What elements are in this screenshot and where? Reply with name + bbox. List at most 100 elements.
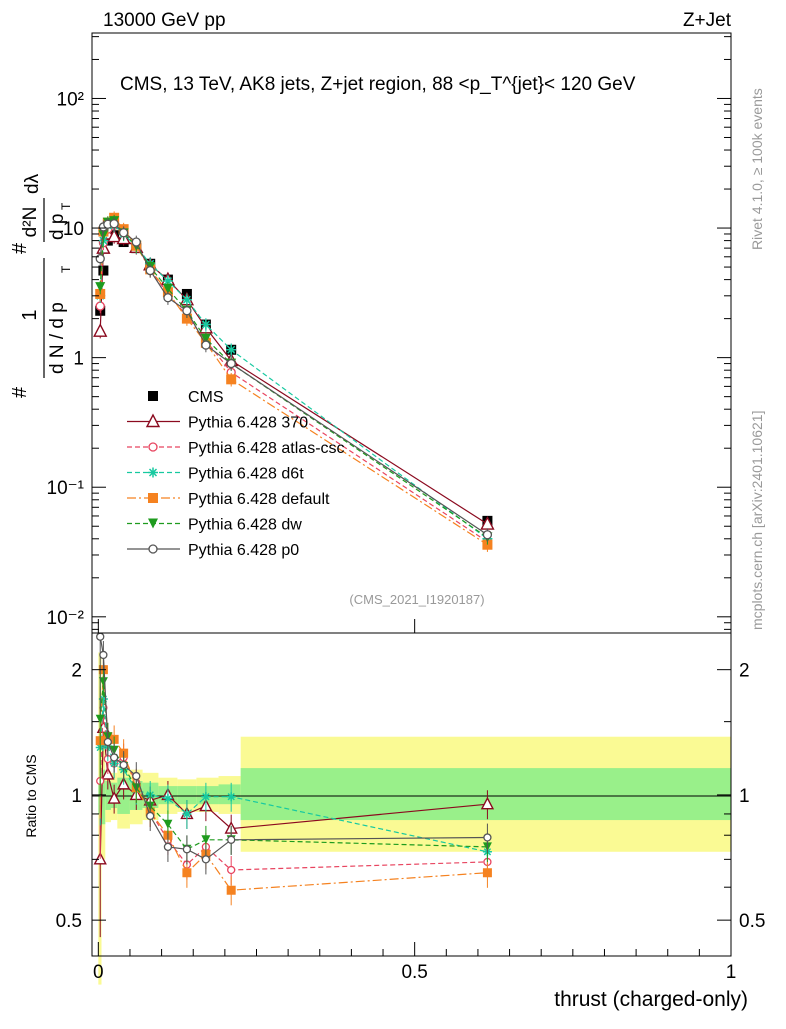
y-tick-label: 1 xyxy=(73,349,84,370)
ratio-point-370 xyxy=(107,791,121,804)
ratio-point-atlas xyxy=(227,865,236,875)
main-point-d6t xyxy=(162,276,173,287)
legend-marker-dw xyxy=(148,518,158,529)
watermark: (CMS_2021_I1920187) xyxy=(349,592,484,607)
ylabel-frac2-num: d²N xyxy=(20,207,41,238)
ratio-point-default xyxy=(182,868,192,878)
legend-label-default: Pythia 6.428 default xyxy=(188,491,330,508)
main-point-p0 xyxy=(201,340,211,350)
ratio-point-d6t xyxy=(201,792,211,802)
ratio-y-tick-label: 1 xyxy=(71,786,82,807)
x-tick-label: 1 xyxy=(726,962,737,983)
main-point-p0 xyxy=(163,293,173,303)
ratio-point-d6t xyxy=(98,694,108,704)
ratio-point-default xyxy=(482,868,492,878)
ratio-point-p0 xyxy=(163,842,173,852)
main-line-dw xyxy=(99,220,488,538)
y-tick-label: 10² xyxy=(57,89,84,110)
main-point-p0 xyxy=(109,219,119,229)
main-point-atlas xyxy=(95,301,105,311)
main-point-default xyxy=(482,539,493,550)
main-point-p0 xyxy=(145,265,155,276)
main-point-d6t xyxy=(181,294,192,305)
ratio-point-p0 xyxy=(119,760,128,770)
main-point-370 xyxy=(93,323,108,337)
legend-label-d6t: Pythia 6.428 d6t xyxy=(188,466,304,483)
ratio-point-p0 xyxy=(483,833,492,842)
legend-marker-atlas xyxy=(148,442,158,452)
legend-label-atlas: Pythia 6.428 atlas-csc xyxy=(188,440,345,457)
ratio-point-d6t xyxy=(226,792,236,802)
ylabel-frac2-tail: dλ xyxy=(22,173,43,194)
ratio-band-inner-1 xyxy=(101,769,106,825)
main-point-p0 xyxy=(131,237,141,247)
ylabel-sub-t2: T xyxy=(59,202,73,210)
ratio-point-p0 xyxy=(182,845,192,854)
ratio-line-p0 xyxy=(99,636,488,861)
ratio-point-dw xyxy=(201,835,211,845)
legend: CMS Pythia 6.428 370 Pythia 6.428 atlas-cs… xyxy=(127,389,345,559)
legend-marker-p0 xyxy=(148,544,158,554)
main-point-default xyxy=(181,313,192,324)
main-point-dw xyxy=(98,230,109,241)
ratio-band-inner-8 xyxy=(177,786,197,805)
ratio-point-p0 xyxy=(96,632,105,641)
legend-marker-default xyxy=(148,493,158,503)
legend-label-CMS: CMS xyxy=(188,389,224,406)
ratio-point-p0 xyxy=(201,855,211,864)
ratio-panel: 2 2 1 1 0.5 0.5 0 0.5 1 xyxy=(56,632,766,985)
ratio-y-tick-label-right: 0.5 xyxy=(739,911,765,932)
main-line-p0 xyxy=(99,223,488,536)
main-point-p0 xyxy=(95,254,105,264)
main-point-d6t xyxy=(200,319,211,330)
main-point-p0 xyxy=(482,530,493,540)
x-axis-label: thrust (charged-only) xyxy=(554,988,748,1011)
rivet-note: Rivet 4.1.0, ≥ 100k events xyxy=(749,88,765,250)
main-point-dw xyxy=(162,283,173,294)
ylabel-frac1-den: d N / d p xyxy=(47,302,68,374)
chart-title: CMS, 13 TeV, AK8 jets, Z+jet region, 88 … xyxy=(120,74,636,95)
ratio-point-dw xyxy=(163,819,173,829)
x-tick-label: 0.5 xyxy=(401,962,427,983)
main-point-CMS xyxy=(98,265,109,276)
ratio-point-dw xyxy=(95,714,105,724)
main-point-default xyxy=(226,374,237,385)
ratio-y-tick-label-right: 2 xyxy=(739,661,750,682)
main-point-370 xyxy=(106,228,122,243)
y-axis-label-main: # 1 d N / d p T # d²N d p T dλ xyxy=(9,173,73,398)
legend-marker-CMS xyxy=(148,391,158,401)
ylabel-frac1-num: 1 xyxy=(19,309,41,320)
main-point-d6t xyxy=(226,344,237,355)
main-point-p0 xyxy=(182,306,192,316)
ratio-marks xyxy=(93,632,495,938)
ratio-y-tick-label: 2 xyxy=(71,661,82,682)
legend-label-dw: Pythia 6.428 dw xyxy=(188,517,302,534)
ratio-y-tick-label-right: 1 xyxy=(739,786,750,807)
y-tick-label: 10 xyxy=(63,219,84,240)
mcplots-note: mcplots.cern.ch [arXiv:2401.10621] xyxy=(749,411,765,630)
legend-marker-370 xyxy=(145,413,161,428)
ratio-point-p0 xyxy=(103,737,112,747)
legend-marker-d6t xyxy=(148,467,158,478)
x-tick-label: 0 xyxy=(93,962,104,983)
ratio-point-default xyxy=(226,885,236,895)
ylabel-hash-1: # xyxy=(9,386,31,398)
y-tick-label: 10⁻² xyxy=(47,608,85,629)
ratio-point-p0 xyxy=(227,835,236,844)
ratio-point-p0 xyxy=(99,650,108,660)
ratio-ylabel: Ratio to CMS xyxy=(23,754,39,837)
legend-label-370: Pythia 6.428 370 xyxy=(188,415,308,432)
ratio-point-p0 xyxy=(109,753,119,762)
ratio-axes: 2 2 1 1 0.5 0.5 0 0.5 1 xyxy=(56,661,766,983)
ratio-y-tick-label: 0.5 xyxy=(56,911,82,932)
header-left: 13000 GeV pp xyxy=(103,10,226,31)
main-marks xyxy=(93,211,495,552)
ratio-point-d6t xyxy=(182,809,192,819)
ylabel-hash-2: # xyxy=(9,242,31,254)
main-point-p0 xyxy=(226,358,236,369)
ylabel-sub-t1: T xyxy=(59,265,73,273)
ratio-point-p0 xyxy=(132,771,141,781)
ratio-point-370 xyxy=(480,796,495,810)
main-panel: 10² 10 1 10⁻¹ 10⁻² CMS, 13 TeV, AK8 jets, Z+… xyxy=(47,32,732,634)
